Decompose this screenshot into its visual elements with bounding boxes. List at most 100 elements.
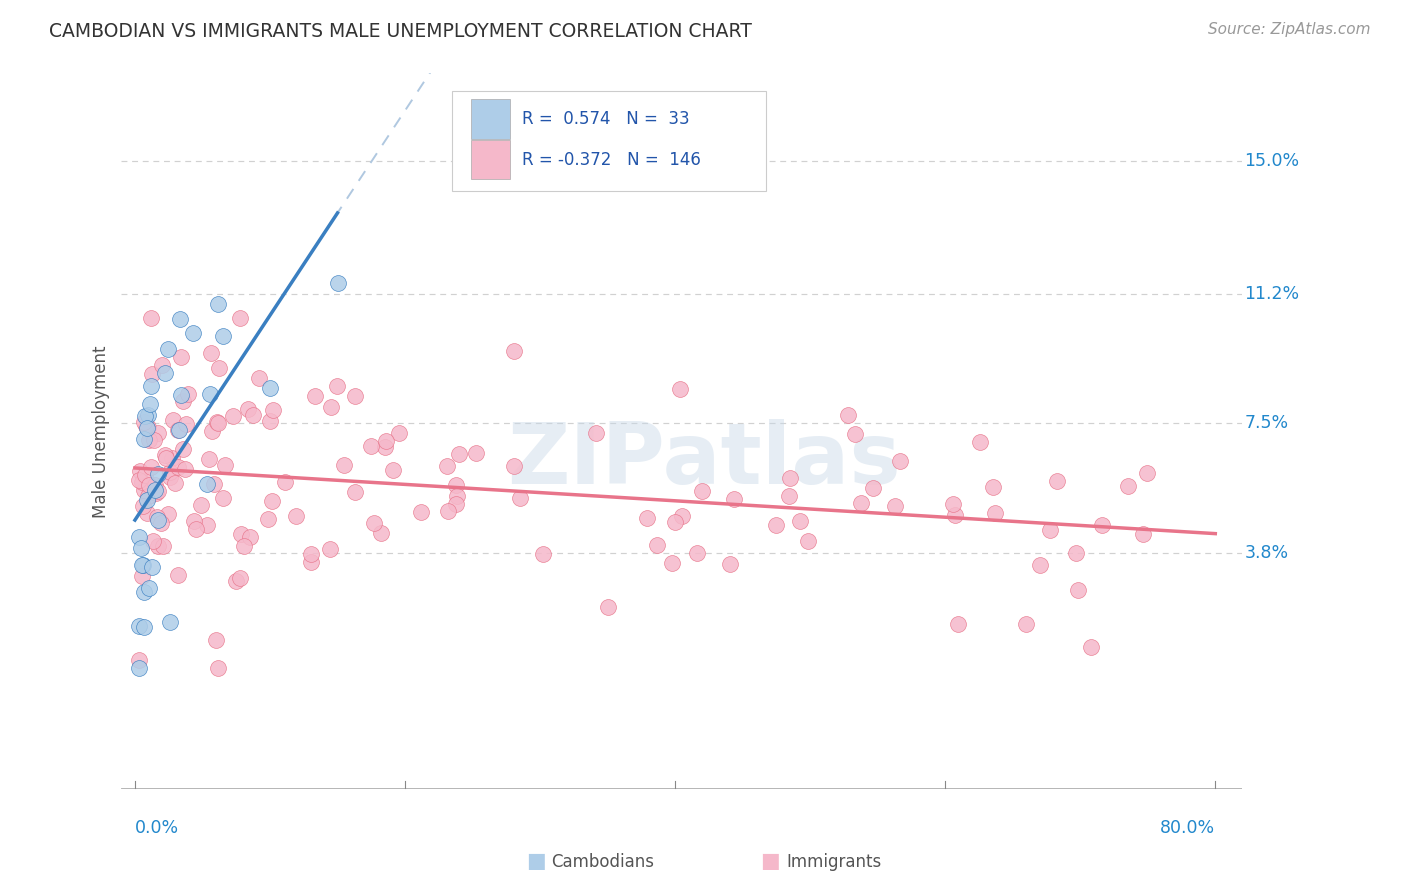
Point (208, 360, 231, 375)
Point (299, 547, 322, 561)
Point (464, 446, 486, 460)
Point (159, 465, 181, 479)
Point (304, 389, 326, 403)
Point (138, 581, 160, 595)
Text: 7.5%: 7.5% (1244, 414, 1289, 433)
Point (177, 387, 200, 401)
Point (883, 499, 905, 513)
Point (436, 458, 458, 473)
Point (1132, 527, 1154, 541)
Point (344, 485, 367, 500)
Point (132, 584, 155, 599)
Point (446, 497, 468, 511)
Point (134, 467, 156, 482)
Point (211, 329, 233, 343)
Point (239, 530, 262, 544)
Point (138, 433, 160, 447)
Point (360, 439, 382, 453)
Point (374, 440, 396, 454)
Point (183, 515, 205, 529)
Point (136, 506, 159, 520)
Point (174, 417, 197, 432)
Point (1091, 517, 1114, 532)
Point (136, 409, 159, 423)
Point (204, 632, 226, 647)
Point (225, 574, 247, 588)
Text: 15.0%: 15.0% (1244, 152, 1299, 169)
Point (134, 620, 156, 634)
Point (388, 426, 411, 441)
Point (797, 533, 820, 548)
Point (153, 448, 176, 462)
Point (207, 297, 229, 311)
Point (142, 433, 165, 447)
Point (332, 458, 354, 472)
Point (152, 539, 174, 553)
Point (844, 427, 866, 442)
Point (502, 343, 524, 358)
Point (172, 442, 194, 456)
Point (326, 276, 349, 290)
Point (139, 397, 162, 411)
Point (153, 366, 176, 380)
Point (146, 513, 169, 527)
Point (148, 467, 170, 481)
Point (136, 419, 159, 434)
Point (214, 458, 236, 472)
Point (319, 541, 342, 556)
Point (128, 661, 150, 675)
Point (142, 534, 165, 549)
Point (132, 415, 155, 429)
Point (779, 471, 801, 485)
Point (186, 523, 208, 537)
Text: CAMBODIAN VS IMMIGRANTS MALE UNEMPLOYMENT CORRELATION CHART: CAMBODIAN VS IMMIGRANTS MALE UNEMPLOYMEN… (49, 22, 752, 41)
Point (636, 511, 658, 525)
Point (136, 493, 159, 508)
Point (765, 518, 787, 533)
Point (141, 459, 163, 474)
Point (157, 507, 180, 521)
Point (645, 538, 668, 552)
Point (1015, 617, 1038, 632)
Text: 80.0%: 80.0% (1160, 819, 1215, 837)
Point (1080, 640, 1102, 655)
Point (273, 475, 295, 490)
Point (946, 616, 969, 631)
Text: 0.0%: 0.0% (135, 819, 179, 837)
Point (134, 409, 156, 423)
Y-axis label: Male Unemployment: Male Unemployment (93, 346, 110, 518)
Point (128, 464, 150, 478)
Point (190, 499, 212, 513)
Point (197, 477, 219, 491)
Text: Source: ZipAtlas.com: Source: ZipAtlas.com (1208, 22, 1371, 37)
Point (157, 342, 180, 356)
Point (128, 473, 150, 487)
Point (134, 483, 156, 497)
Point (128, 619, 150, 633)
FancyBboxPatch shape (453, 91, 766, 192)
Point (207, 661, 229, 675)
Point (195, 518, 218, 533)
Point (382, 463, 405, 477)
Point (150, 516, 173, 530)
Point (135, 421, 157, 435)
Point (146, 484, 169, 499)
Point (259, 414, 281, 428)
FancyBboxPatch shape (471, 140, 510, 179)
Point (969, 434, 991, 449)
Point (585, 426, 607, 441)
Point (143, 478, 166, 492)
Point (889, 454, 911, 468)
Point (221, 409, 243, 423)
Point (321, 401, 343, 415)
Point (138, 478, 160, 492)
Point (299, 555, 322, 569)
Point (262, 403, 284, 417)
Point (778, 489, 800, 503)
Point (132, 558, 155, 572)
Text: ZIPatlas: ZIPatlas (508, 419, 901, 502)
Point (259, 381, 281, 395)
Point (262, 493, 284, 508)
Point (1136, 467, 1159, 481)
Point (181, 326, 204, 340)
